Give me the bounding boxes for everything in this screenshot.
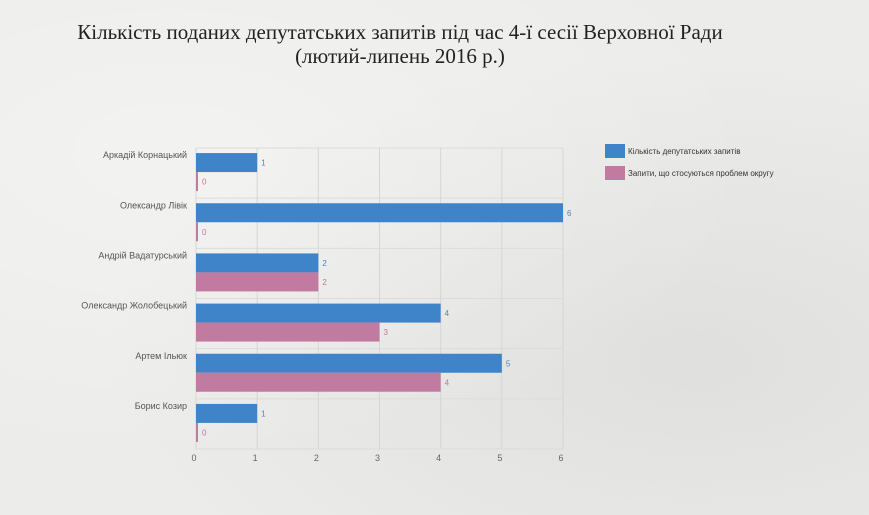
chart-legend: Кількість депутатських запитів Запити, щ…: [605, 142, 774, 186]
value-label-requests: 6: [567, 209, 572, 218]
x-tick-label: 5: [497, 453, 502, 463]
category-label: Аркадій Корнацький: [103, 150, 187, 160]
legend-label-requests: Кількість депутатських запитів: [628, 146, 741, 156]
bar-district: [196, 272, 319, 292]
category-label: Андрій Вадатурський: [98, 250, 187, 260]
value-label-requests: 4: [445, 309, 450, 318]
bar-requests: [196, 303, 441, 323]
value-label-district: 2: [322, 278, 327, 287]
bar-requests: [196, 253, 319, 273]
category-label: Олександр Лівік: [120, 200, 187, 210]
value-label-requests: 2: [322, 259, 327, 268]
legend-item-district: Запити, що стосуються проблем округу: [605, 164, 774, 182]
bar-requests: [196, 353, 502, 373]
legend-swatch-requests: [605, 144, 625, 158]
category-label: Олександр Жолобецький: [81, 301, 187, 311]
value-label-district: 4: [445, 378, 450, 387]
chart-title: Кількість поданих депутатських запитів п…: [77, 20, 723, 68]
x-tick-label: 6: [558, 453, 563, 463]
value-label-district: 0: [202, 428, 207, 437]
bar-requests: [196, 203, 563, 223]
value-label-district: 0: [202, 228, 207, 237]
legend-swatch-district: [605, 166, 625, 180]
bar-district: [196, 322, 380, 342]
value-label-requests: 1: [261, 159, 266, 168]
category-label: Артем Ільюк: [135, 351, 187, 361]
bar-requests: [196, 153, 258, 173]
value-label-requests: 1: [261, 409, 266, 418]
value-label-requests: 5: [506, 359, 511, 368]
bar-requests: [196, 403, 258, 423]
x-tick-label: 3: [375, 453, 380, 463]
legend-item-requests: Кількість депутатських запитів: [605, 142, 774, 160]
x-tick-label: 0: [191, 453, 196, 463]
x-tick-label: 4: [436, 453, 441, 463]
value-label-district: 0: [202, 178, 207, 187]
x-tick-label: 2: [314, 453, 319, 463]
bar-district: [196, 172, 198, 192]
bar-district: [196, 222, 198, 242]
value-label-district: 3: [384, 328, 389, 337]
bar-district: [196, 422, 198, 442]
category-label: Борис Козир: [135, 401, 187, 411]
x-tick-label: 1: [253, 453, 258, 463]
bar-district: [196, 372, 441, 392]
legend-label-district: Запити, що стосуються проблем округу: [628, 168, 774, 178]
